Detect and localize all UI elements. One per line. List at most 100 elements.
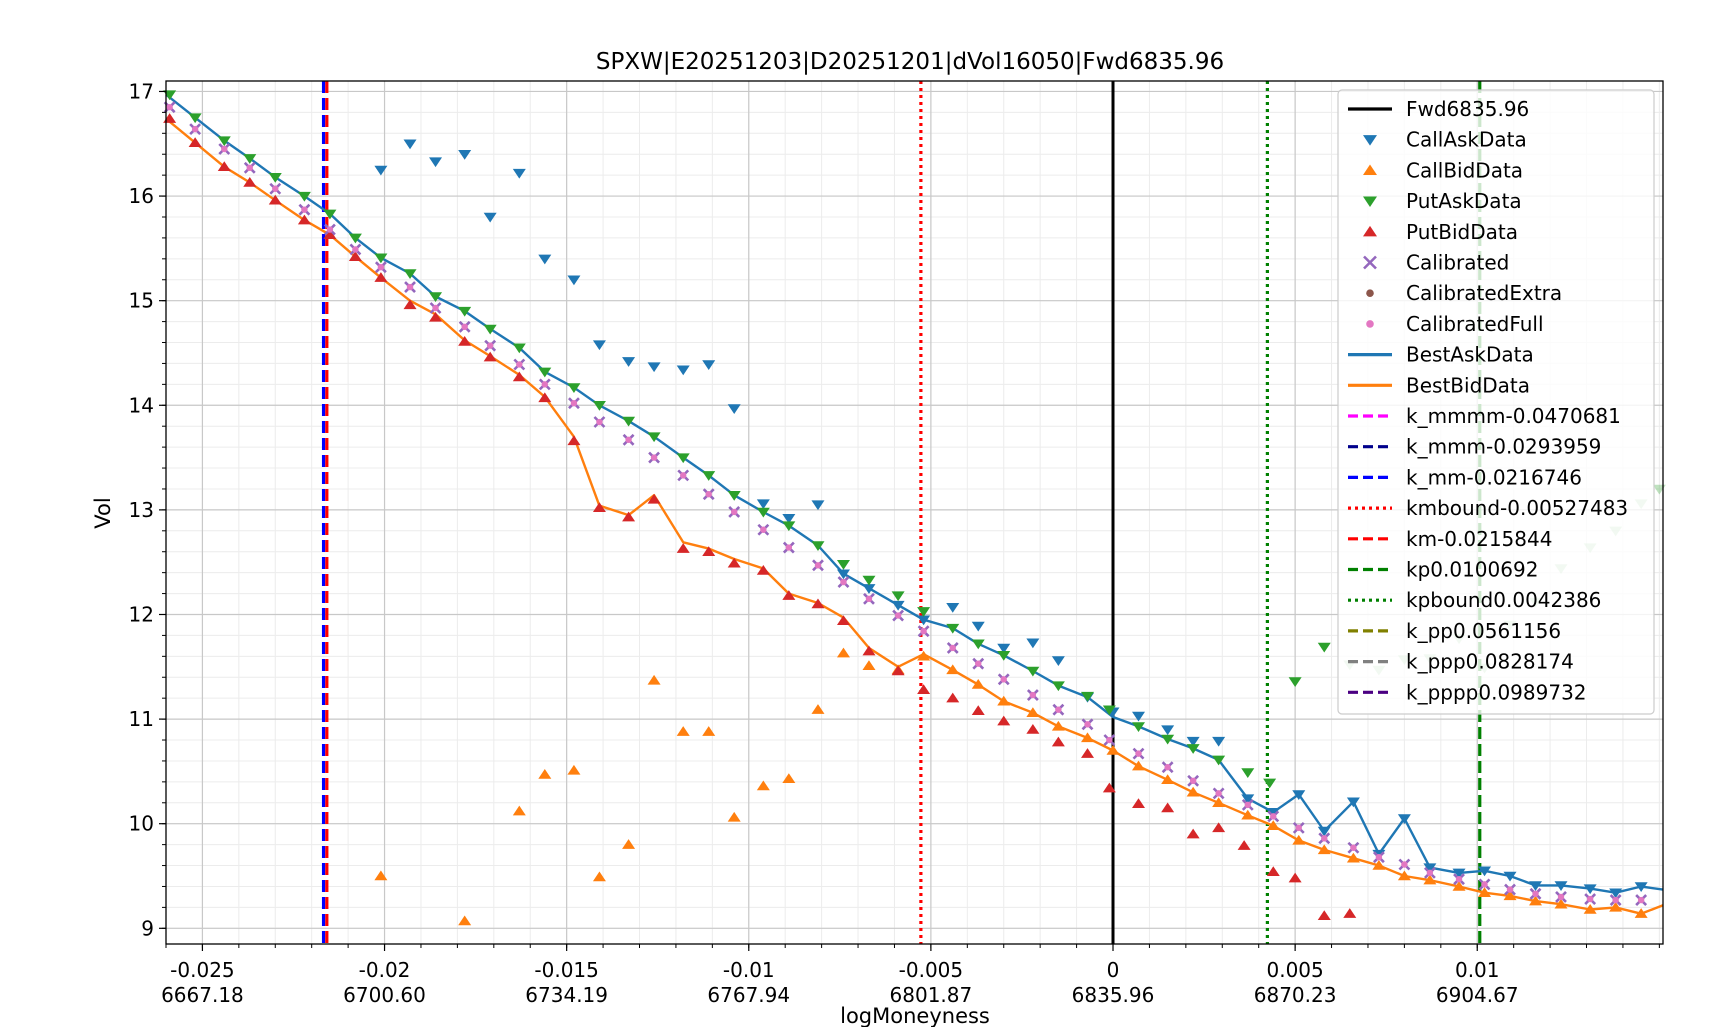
marker-CallAskData xyxy=(538,254,552,265)
legend-label: CallAskData xyxy=(1406,128,1527,152)
marker-PutAskData xyxy=(702,471,716,481)
marker-CalibratedFull xyxy=(406,283,414,291)
marker-CalibratedFull xyxy=(1295,824,1302,832)
marker-PutBidData xyxy=(1026,724,1040,734)
marker-PutAskData xyxy=(782,521,796,532)
marker-PutAskData xyxy=(836,560,850,570)
marker-CalibratedFull xyxy=(760,526,767,533)
marker-CallBidData xyxy=(1478,887,1492,897)
marker-CalibratedFull xyxy=(432,304,439,312)
marker-CallBidData xyxy=(756,780,770,791)
marker-PutBidData xyxy=(702,546,716,556)
marker-CallAskData xyxy=(946,602,960,613)
marker-PutAskData xyxy=(647,432,661,443)
marker-CalibratedFull xyxy=(1557,893,1565,901)
marker-CallAskData xyxy=(756,499,770,510)
marker-CalibratedFull xyxy=(1506,886,1514,893)
marker-CalibratedFull xyxy=(301,206,308,213)
marker-CallBidData xyxy=(567,764,581,775)
marker-CalibratedFull xyxy=(894,612,902,619)
marker-CalibratedFull xyxy=(516,361,523,368)
marker-CallBidData xyxy=(917,650,931,661)
x-tick-label: 0.005 xyxy=(1266,958,1323,982)
marker-CalibratedFull xyxy=(1455,875,1463,883)
marker-CalibratedFull xyxy=(785,544,793,551)
plot-frame xyxy=(165,80,1664,945)
marker-PutAskData xyxy=(1186,744,1200,754)
marker-CallAskData xyxy=(811,500,825,511)
x-tick-strike-label: 6667.18 xyxy=(161,983,244,1007)
marker-CalibratedFull xyxy=(650,454,658,461)
marker-CallAskData xyxy=(1161,725,1175,736)
marker-CallBidData xyxy=(811,704,825,714)
marker-CallAskData xyxy=(1452,868,1466,879)
legend-swatch-CallAskData xyxy=(1363,135,1377,146)
legend-label: k_pp0.0561156 xyxy=(1406,619,1561,643)
marker-PutBidData xyxy=(997,715,1011,726)
marker-CalibratedFull xyxy=(1029,691,1037,699)
marker-CallAskData xyxy=(374,165,388,176)
marker-PutAskData xyxy=(1026,666,1040,677)
marker-CalibratedFull xyxy=(1481,881,1488,888)
marker-CalibratedFull xyxy=(461,323,468,331)
x-tick-label: -0.005 xyxy=(899,958,963,982)
series-CalibratedFull xyxy=(166,103,1645,904)
marker-PutBidData xyxy=(429,311,443,322)
marker-PutAskData xyxy=(403,269,417,280)
marker-CallAskData xyxy=(1186,736,1200,747)
marker-CallBidData xyxy=(727,811,741,822)
marker-CallAskData xyxy=(1423,863,1437,874)
marker-CalibratedFull xyxy=(1375,853,1383,861)
marker-CalibratedFull xyxy=(865,595,873,602)
marker-CalibratedFull xyxy=(191,125,199,133)
x-tick-strike-label: 6870.23 xyxy=(1254,983,1337,1007)
marker-CalibratedFull xyxy=(272,185,279,192)
legend-label: CalibratedFull xyxy=(1406,312,1544,336)
marker-PutAskData xyxy=(862,575,876,586)
marker-PutBidData xyxy=(483,351,497,362)
marker-CallAskData xyxy=(997,643,1011,654)
legend-label: k_ppp0.0828174 xyxy=(1406,650,1574,674)
marker-PutBidData xyxy=(1051,736,1065,747)
marker-CallBidData xyxy=(458,915,472,926)
marker-PutAskData xyxy=(1317,642,1331,653)
marker-PutBidData xyxy=(756,565,770,575)
marker-PutAskData xyxy=(622,416,636,427)
marker-PutAskData xyxy=(268,173,282,183)
marker-CalibratedFull xyxy=(1586,895,1594,903)
marker-CallAskData xyxy=(647,362,661,373)
legend-label: kpbound0.0042386 xyxy=(1406,588,1601,612)
marker-CallAskData xyxy=(727,404,741,414)
marker-CallAskData xyxy=(1051,656,1065,667)
marker-CallBidData xyxy=(1317,844,1331,855)
x-tick-label: -0.025 xyxy=(170,958,234,982)
marker-PutBidData xyxy=(567,435,581,446)
marker-CallBidData xyxy=(1241,809,1255,820)
marker-PutAskData xyxy=(1102,705,1116,716)
marker-PutAskData xyxy=(997,651,1011,661)
marker-CalibratedFull xyxy=(975,660,982,667)
marker-CallAskData xyxy=(702,360,716,371)
marker-CallBidData xyxy=(1186,786,1200,797)
marker-CallAskData xyxy=(1241,794,1255,805)
marker-CalibratedFull xyxy=(1000,676,1007,683)
marker-PutAskData xyxy=(243,154,257,164)
marker-CallBidData xyxy=(1529,895,1543,906)
marker-CalibratedFull xyxy=(596,418,603,426)
marker-PutBidData xyxy=(538,392,552,403)
marker-CalibratedFull xyxy=(486,342,494,349)
marker-CallAskData xyxy=(1554,881,1568,891)
marker-PutAskData xyxy=(538,367,552,378)
marker-PutBidData xyxy=(348,251,362,261)
y-tick-label: 12 xyxy=(129,602,154,626)
marker-PutAskData xyxy=(811,541,825,551)
marker-PutAskData xyxy=(917,607,931,617)
marker-CallAskData xyxy=(1583,884,1597,895)
marker-PutBidData xyxy=(592,502,606,513)
legend-label: k_mmm-0.0293959 xyxy=(1406,435,1601,459)
legend-swatch-CalibratedFull xyxy=(1366,320,1374,328)
marker-PutAskData xyxy=(1051,681,1065,692)
marker-PutBidData xyxy=(1102,782,1116,793)
marker-PutBidData xyxy=(647,493,661,504)
marker-CalibratedFull xyxy=(1270,813,1277,820)
